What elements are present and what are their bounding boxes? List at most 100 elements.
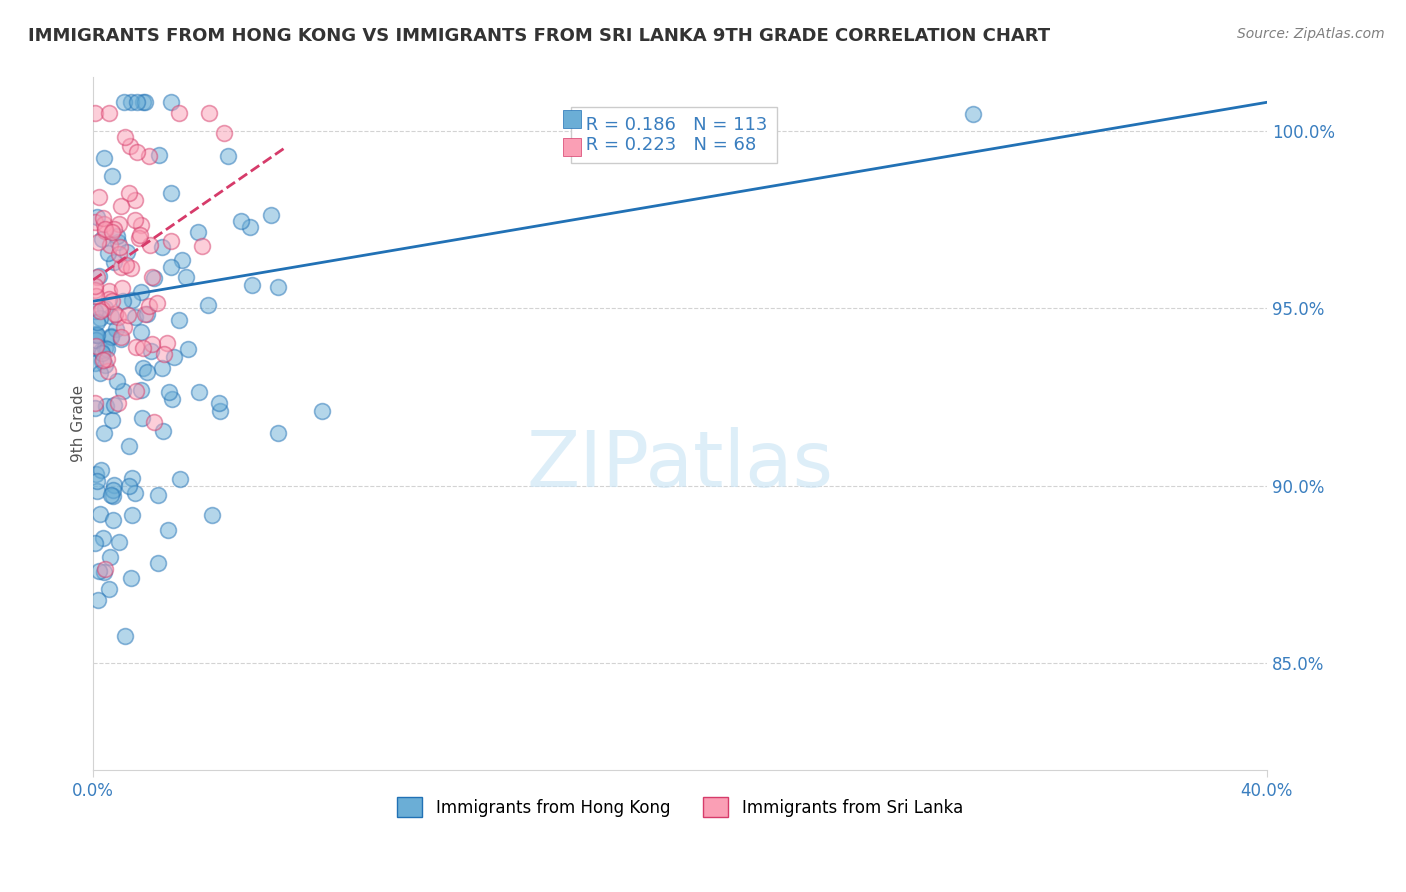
Point	[97, 106, 120, 120]
Point	[115, 258, 138, 272]
Point	[94, 561, 117, 575]
Point	[101, 169, 124, 183]
Point	[124, 310, 146, 324]
Point	[167, 313, 190, 327]
Point	[97, 292, 120, 306]
Point	[87, 235, 110, 250]
Point	[156, 523, 179, 537]
Point	[101, 489, 124, 503]
Point	[91, 346, 114, 360]
Point	[91, 354, 114, 368]
Text: Source: ZipAtlas.com: Source: ZipAtlas.com	[1237, 27, 1385, 41]
Point	[107, 217, 129, 231]
Point	[121, 471, 143, 485]
Point	[146, 487, 169, 501]
Point	[112, 384, 135, 398]
Point	[105, 322, 128, 336]
Point	[94, 301, 117, 315]
Y-axis label: 9th Grade: 9th Grade	[72, 385, 86, 462]
Point	[86, 467, 108, 482]
Point	[118, 479, 141, 493]
Point	[148, 556, 170, 570]
Point	[187, 225, 209, 239]
Point	[98, 582, 121, 596]
Point	[83, 536, 105, 550]
Point	[83, 401, 105, 415]
Point	[163, 351, 186, 365]
Point	[197, 298, 219, 312]
Point	[86, 315, 108, 329]
Point	[90, 343, 112, 358]
Point	[188, 385, 211, 400]
Point	[91, 531, 114, 545]
Point	[94, 222, 117, 236]
Point	[134, 95, 156, 110]
Point	[97, 364, 120, 378]
Point	[146, 295, 169, 310]
Point	[208, 396, 231, 410]
Point	[83, 396, 105, 410]
Point	[100, 488, 122, 502]
Point	[103, 255, 125, 269]
Point	[93, 425, 115, 440]
Point	[111, 294, 134, 309]
Point	[93, 217, 115, 231]
Point	[103, 478, 125, 492]
Point	[84, 289, 107, 303]
Point	[160, 186, 183, 200]
Point	[89, 310, 111, 325]
Point	[110, 330, 132, 344]
Point	[86, 328, 108, 343]
Point	[138, 299, 160, 313]
Point	[129, 218, 152, 232]
Point	[120, 95, 142, 110]
Text: IMMIGRANTS FROM HONG KONG VS IMMIGRANTS FROM SRI LANKA 9TH GRADE CORRELATION CHA: IMMIGRANTS FROM HONG KONG VS IMMIGRANTS …	[28, 27, 1050, 45]
Point	[83, 328, 105, 343]
Point	[107, 395, 129, 409]
Point	[191, 239, 214, 253]
Point	[143, 270, 166, 285]
Point	[139, 344, 162, 359]
Point	[94, 224, 117, 238]
Point	[160, 95, 183, 110]
Point	[110, 199, 132, 213]
Point	[91, 353, 114, 368]
Point	[129, 384, 152, 398]
Point	[157, 385, 180, 400]
Point	[121, 293, 143, 307]
Point	[104, 307, 127, 321]
Point	[86, 475, 108, 489]
Point	[103, 398, 125, 412]
Point	[120, 571, 142, 585]
Point	[962, 107, 984, 121]
Point	[86, 210, 108, 224]
Point	[198, 106, 221, 120]
Point	[101, 225, 124, 239]
Point	[143, 416, 166, 430]
Point	[128, 231, 150, 245]
Point	[98, 549, 121, 564]
Point	[112, 95, 135, 110]
Point	[129, 228, 152, 243]
Point	[83, 303, 105, 318]
Point	[107, 235, 129, 250]
Point	[83, 283, 105, 297]
Point	[108, 247, 131, 261]
Point	[121, 508, 143, 523]
Point	[101, 513, 124, 527]
Point	[117, 308, 139, 322]
Text: R = 0.186   N = 113
 R = 0.223   N = 68: R = 0.186 N = 113 R = 0.223 N = 68	[581, 116, 768, 154]
Point	[124, 212, 146, 227]
Point	[84, 356, 107, 370]
Point	[135, 307, 157, 321]
Point	[160, 260, 183, 275]
Point	[101, 412, 124, 426]
Point	[132, 95, 155, 110]
Point	[150, 361, 173, 376]
Point	[160, 234, 183, 248]
Point	[105, 374, 128, 388]
Point	[111, 281, 134, 295]
Point	[153, 347, 176, 361]
Point	[100, 309, 122, 323]
Point	[156, 336, 179, 351]
